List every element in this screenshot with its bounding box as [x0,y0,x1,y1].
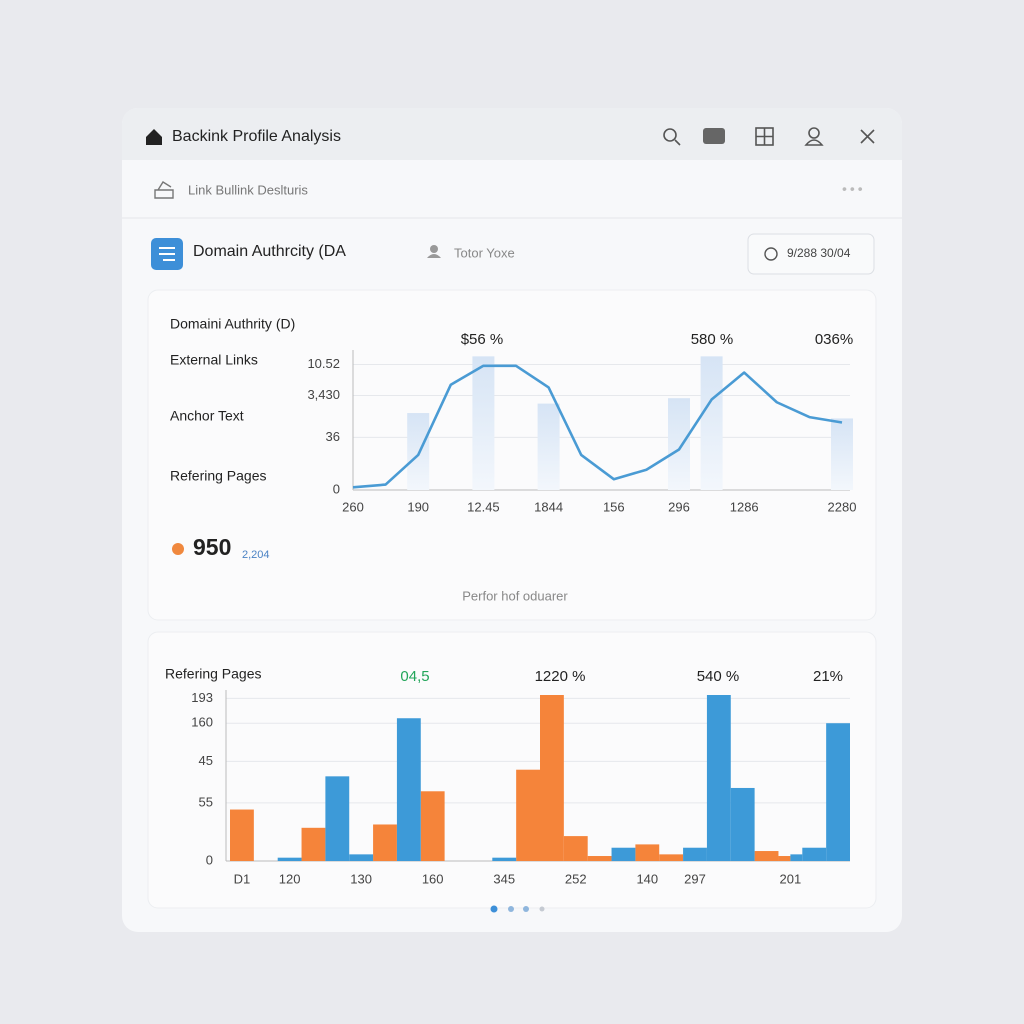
bar [230,809,254,861]
y-tick-label: 160 [191,715,213,730]
annotation: 21% [813,668,843,685]
home-icon [146,129,162,145]
bar [826,723,850,861]
x-tick-label: 297 [684,871,706,886]
x-tick-label: 2280 [828,499,857,514]
mail-icon[interactable] [703,128,725,144]
annotation: 1220 % [535,668,586,685]
y-tick-label: 0 [206,852,213,867]
bar [373,824,397,861]
y-tick-label: 193 [191,690,213,705]
x-tick-label: 156 [603,499,625,514]
x-tick-label: 296 [668,499,690,514]
search-icon[interactable] [663,128,677,142]
panel-label: Domaini Authrity (D) [170,316,295,332]
bar [668,398,690,490]
date-label: 9/288 30/04 [787,246,851,260]
y-tick-label: 55 [199,794,213,809]
bar [349,854,374,861]
annotation: 036% [815,331,853,348]
x-tick-label: 1286 [730,499,759,514]
bar [325,776,350,861]
page-dot[interactable] [523,906,529,912]
bar [396,718,421,861]
x-tick-label: D1 [234,871,251,886]
bar [831,418,853,490]
user-icon[interactable] [808,127,820,139]
annotation: $56 % [461,331,504,348]
bar [683,847,707,861]
stat-value: 950 [193,534,231,560]
user-icon-small-body [427,254,441,258]
page-dot[interactable] [490,905,498,913]
more-icon[interactable]: ••• [842,181,866,197]
line [352,364,843,489]
bar [635,844,660,861]
clock-icon [764,247,778,261]
x-tick-label: 201 [780,871,802,886]
bar [754,851,779,861]
annotation: 04,5 [400,668,429,685]
bar [611,847,636,861]
y-tick-label: 10.52 [307,356,340,371]
chart-title: Refering Pages [165,666,262,682]
bar [516,769,540,861]
bar [730,787,755,861]
chart-panel [147,289,877,621]
page-dot[interactable] [508,906,514,912]
toolbar-icons [663,127,875,146]
x-tick-label: 252 [565,871,587,886]
bar [540,695,564,861]
bar [420,791,445,861]
breadcrumb-icon [154,181,174,199]
x-tick-label: 130 [350,871,372,886]
annotation: 580 % [691,331,734,348]
bar [778,856,791,861]
panel-label: Anchor Text [170,408,244,424]
bar [659,854,684,861]
bar [537,403,560,490]
x-tick-label: 345 [493,871,515,886]
metric-icon-lines [159,247,175,261]
metric-title: Domain Authrcity (DA [193,243,346,260]
y-tick-label: 3,430 [307,387,340,402]
bar [472,356,495,490]
bar [277,857,302,861]
breadcrumb[interactable]: Link Bullink Deslturis [188,182,308,197]
user-label: Totor Yoxe [454,245,515,260]
bar [492,857,517,861]
panel-label: Refering Pages [170,468,267,484]
annotation: 540 % [697,668,740,685]
window-title: Backink Profile Analysis [172,128,341,145]
title-bar [122,108,902,160]
y-tick-label: 36 [326,429,340,444]
bar [407,413,430,490]
bar [563,836,588,861]
x-tick-label: 140 [636,871,658,886]
stat-dot [172,543,184,555]
x-tick-label: 260 [342,499,364,514]
y-tick-label: 0 [333,481,340,496]
x-tick-label: 12.45 [467,499,500,514]
user-icon-small [430,245,438,253]
panel-label: External Links [170,352,258,368]
panel-footer: Perfor hof oduarer [462,588,568,603]
x-tick-label: 1844 [534,499,563,514]
bar [790,854,803,861]
bar [706,695,731,861]
x-tick-label: 190 [407,499,429,514]
close-icon[interactable] [860,129,875,144]
y-tick-label: 45 [199,753,213,768]
bar [587,856,612,861]
bar [802,847,827,861]
bar [700,356,723,490]
stat-note[interactable]: 2,204 [242,549,270,561]
page-dot[interactable] [539,906,545,912]
x-tick-label: 120 [279,871,301,886]
bar [301,827,326,861]
date-picker[interactable] [747,233,875,275]
x-tick-label: 160 [422,871,444,886]
